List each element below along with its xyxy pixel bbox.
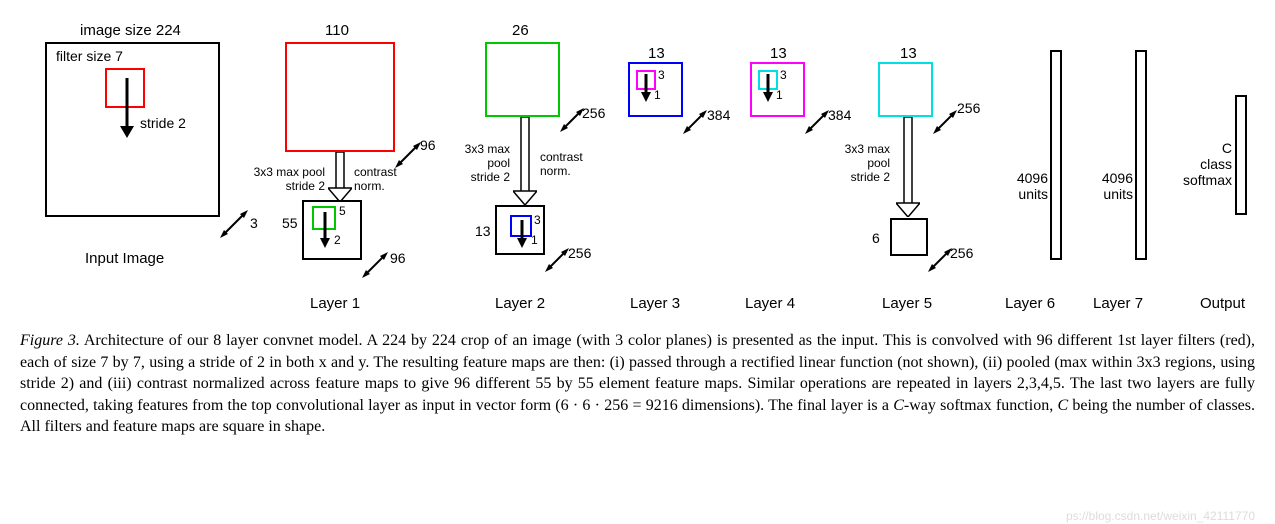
l1-bot-size: 55	[282, 215, 298, 231]
l3-filter-inner: 3	[658, 68, 665, 82]
l3-depth: 384	[707, 107, 730, 123]
input-depth-label: 3	[250, 215, 258, 231]
figure-caption: Figure 3. Architecture of our 8 layer co…	[20, 330, 1255, 438]
l1-inner-arrow	[320, 212, 330, 248]
l1-bot-depth: 96	[390, 250, 406, 266]
stride-label: stride 2	[140, 115, 186, 131]
l6-rect	[1050, 50, 1062, 260]
l5-bot-depth: 256	[950, 245, 973, 261]
l4-depth-arrow	[805, 110, 829, 134]
output-rect	[1235, 95, 1247, 215]
watermark-text: ps://blog.csdn.net/weixin_42111770	[1066, 508, 1255, 524]
l5-pool-text: 3x3 maxpoolstride 2	[832, 142, 890, 184]
l5-top-depth: 256	[957, 100, 980, 116]
l1-filter-stride: 2	[334, 233, 341, 247]
l1-caption: Layer 1	[310, 295, 360, 312]
l1-pool-text: 3x3 max poolstride 2	[240, 165, 325, 193]
l6-units: 4096units	[1008, 170, 1048, 202]
l1-top-depth-arrow	[395, 142, 421, 168]
l2-pool-text: 3x3 maxpoolstride 2	[452, 142, 510, 184]
caption-c2: C	[1057, 397, 1068, 414]
l2-inner-arrow	[517, 220, 527, 248]
l7-rect	[1135, 50, 1147, 260]
l5-bot-depth-arrow	[928, 248, 952, 272]
l7-units: 4096units	[1093, 170, 1133, 202]
input-top-label: image size 224	[80, 22, 181, 39]
caption-body2: -way softmax function,	[904, 397, 1058, 414]
input-depth-arrow	[220, 210, 248, 238]
l4-top-size: 13	[770, 45, 787, 62]
l5-pool-arrow	[896, 117, 920, 217]
l3-inner-arrow	[641, 74, 651, 102]
l4-depth: 384	[828, 107, 851, 123]
l5-top-depth-arrow	[933, 110, 957, 134]
l2-bot-size: 13	[475, 223, 491, 239]
l2-caption: Layer 2	[495, 295, 545, 312]
output-text: Cclasssoftmax	[1172, 140, 1232, 188]
l3-caption: Layer 3	[630, 295, 680, 312]
l4-filter-inner: 3	[780, 68, 787, 82]
l4-filter-stride: 1	[776, 88, 783, 102]
l7-caption: Layer 7	[1093, 295, 1143, 312]
l1-top-box	[285, 42, 395, 152]
l1-bot-depth-arrow	[362, 252, 388, 278]
l2-pool-arrow	[513, 117, 537, 205]
l6-caption: Layer 6	[1005, 295, 1055, 312]
l2-bot-depth: 256	[568, 245, 591, 261]
l2-top-box	[485, 42, 560, 117]
l1-top-size: 110	[325, 22, 349, 39]
l5-top-box	[878, 62, 933, 117]
l4-caption: Layer 4	[745, 295, 795, 312]
output-caption: Output	[1200, 295, 1245, 312]
l5-top-size: 13	[900, 45, 917, 62]
l3-depth-arrow	[683, 110, 707, 134]
input-caption: Input Image	[85, 250, 164, 267]
l1-norm-text: contrastnorm.	[354, 165, 397, 193]
l2-filter-stride: 1	[531, 233, 538, 247]
l2-top-depth-arrow	[560, 108, 584, 132]
l2-filter-inner: 3	[534, 213, 541, 227]
l5-bot-box	[890, 218, 928, 256]
l4-inner-arrow	[763, 74, 773, 102]
l1-filter-inner: 5	[339, 204, 346, 218]
l2-top-size: 26	[512, 22, 529, 39]
l3-top-size: 13	[648, 45, 665, 62]
figure-label: Figure 3.	[20, 332, 80, 349]
l3-filter-stride: 1	[654, 88, 661, 102]
l2-bot-depth-arrow	[545, 248, 569, 272]
l2-norm-text: contrastnorm.	[540, 150, 583, 178]
caption-cway: C	[893, 397, 904, 414]
l2-top-depth: 256	[582, 105, 605, 121]
l5-caption: Layer 5	[882, 295, 932, 312]
stride-arrow	[120, 78, 134, 138]
architecture-diagram: image size 224 filter size 7 stride 2 3 …	[20, 20, 1255, 320]
l1-top-depth: 96	[420, 137, 436, 153]
filter-size-label: filter size 7	[56, 48, 123, 64]
l1-pool-arrow	[328, 152, 352, 202]
l5-bot-size: 6	[872, 230, 880, 246]
